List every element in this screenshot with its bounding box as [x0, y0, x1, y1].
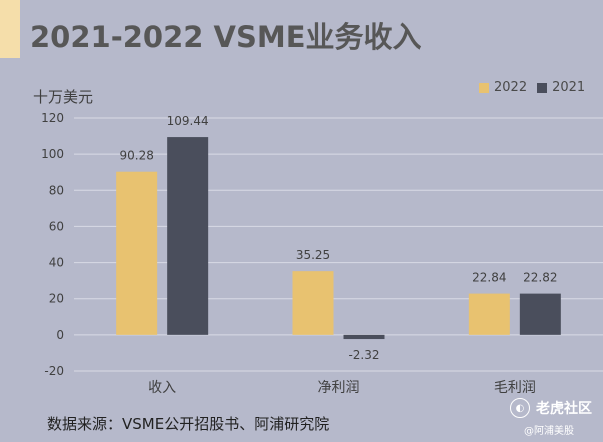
bar-value-label: 22.82 [523, 271, 557, 285]
title-accent-bar [0, 0, 20, 58]
y-tick-label: 100 [41, 147, 64, 161]
x-category-label: 收入 [148, 380, 176, 396]
chart-title: 2021-2022 VSME业务收入 [30, 20, 422, 54]
y-tick-label: 40 [49, 256, 64, 270]
y-tick-label: 60 [49, 219, 64, 233]
legend-swatch-2021 [537, 82, 548, 93]
legend-item-2021: 2021 [537, 80, 585, 95]
bar-value-label: 35.25 [296, 248, 330, 262]
y-axis-unit-label: 十万美元 [33, 88, 94, 106]
y-tick-label: 0 [56, 328, 64, 342]
bar-value-label: 109.44 [167, 114, 209, 128]
tiger-logo-icon: ◐ [510, 398, 530, 418]
bar-value-label: 90.28 [119, 149, 153, 163]
legend: 2022 2021 [479, 80, 595, 95]
y-tick-label: -20 [44, 364, 64, 378]
bar-2022 [292, 271, 334, 335]
data-source-note: 数据来源：VSME公开招股书、阿浦研究院 [47, 415, 330, 433]
bar-value-label: -2.32 [348, 348, 379, 362]
bar-2022 [116, 171, 158, 335]
legend-swatch-2022 [479, 82, 489, 93]
x-category-label: 毛利润 [494, 380, 536, 396]
bar-2022 [468, 293, 510, 335]
watermark: ◐ 老虎社区 [510, 398, 592, 418]
legend-label-2021: 2021 [552, 80, 586, 95]
y-tick-label: 20 [49, 292, 64, 306]
watermark-brand: 老虎社区 [536, 401, 592, 417]
legend-item-2022: 2022 [479, 80, 527, 95]
bar-2021 [167, 137, 209, 335]
bar-value-label: 22.84 [472, 271, 506, 285]
bar-2021 [343, 334, 385, 340]
watermark-handle: @阿浦美股 [524, 426, 574, 437]
y-tick-label: 120 [41, 111, 64, 125]
y-tick-label: 80 [49, 183, 64, 197]
legend-label-2022: 2022 [494, 80, 528, 95]
x-category-label: 净利润 [318, 380, 360, 396]
bar-2021 [519, 293, 561, 335]
